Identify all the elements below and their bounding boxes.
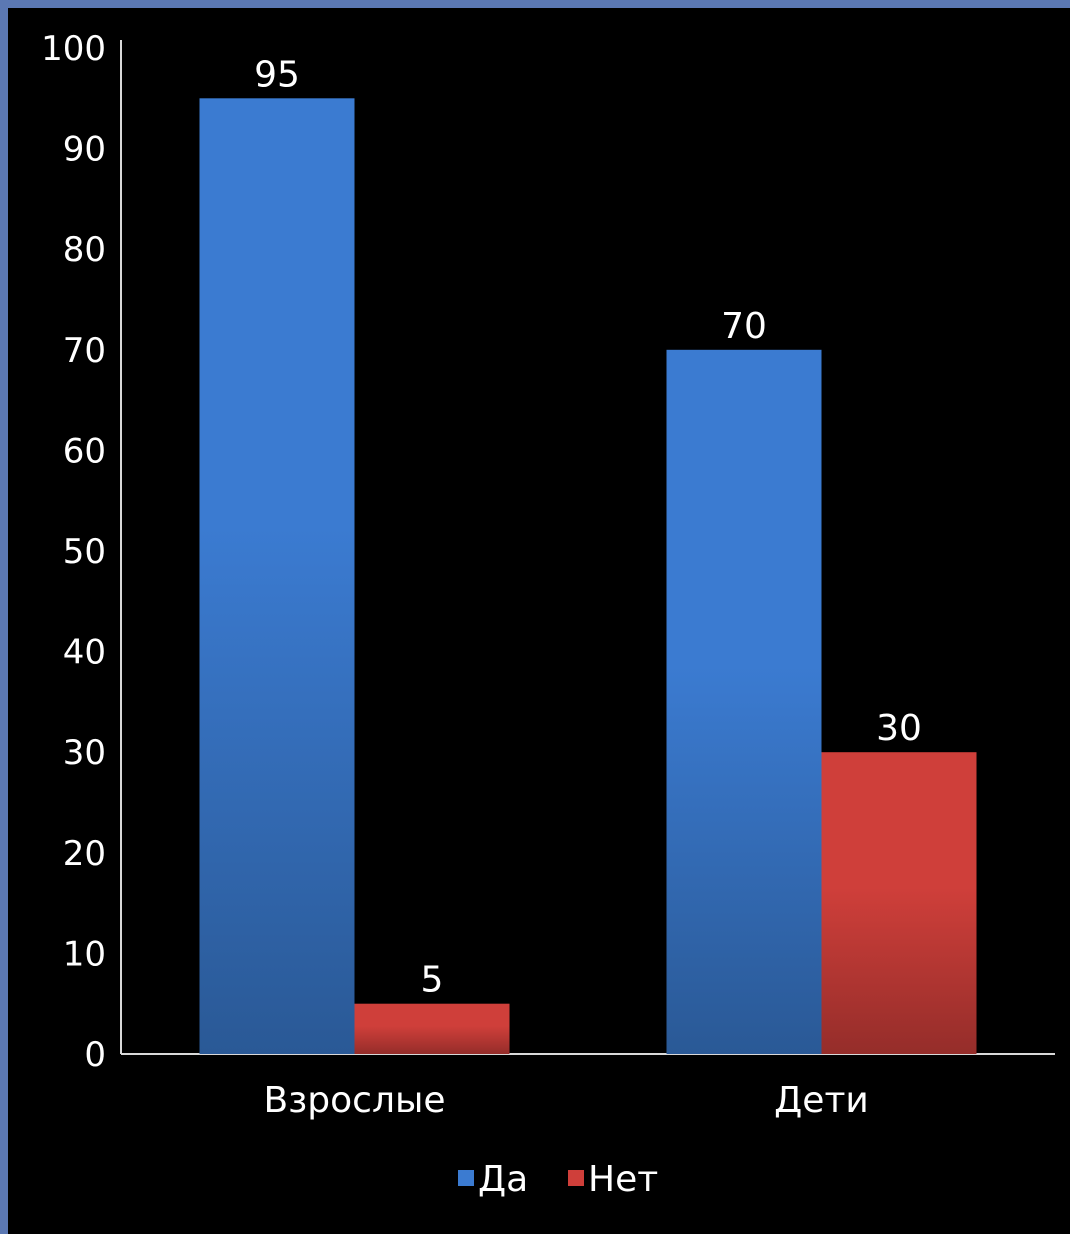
- bar-net-1: [821, 752, 977, 1054]
- bar-net-0: [354, 1003, 510, 1054]
- axes: 0 10 20 30 40 50 60 70 80 90 100 Взрослые Дети: [41, 29, 1055, 1121]
- legend: Да Нет: [458, 1159, 658, 1200]
- data-labels: 95 5 70 30: [254, 54, 922, 1000]
- data-label: 70: [721, 306, 767, 347]
- bar-da-0: [199, 98, 355, 1055]
- x-category-label: Дети: [774, 1080, 869, 1121]
- legend-swatch: [458, 1170, 474, 1186]
- legend-label: Нет: [588, 1159, 658, 1200]
- bar-da-1: [666, 349, 822, 1054]
- y-tick-label: 60: [63, 431, 106, 471]
- data-label: 95: [254, 54, 300, 95]
- bars: [199, 98, 977, 1055]
- y-tick-label: 30: [63, 733, 106, 773]
- y-tick-label: 0: [84, 1035, 106, 1075]
- data-label: 5: [421, 960, 444, 1001]
- y-tick-label: 40: [63, 633, 106, 673]
- y-tick-label: 10: [63, 934, 106, 974]
- chart-frame: 0 10 20 30 40 50 60 70 80 90 100 Взрослые Дети 95 5 70…: [8, 8, 1070, 1234]
- y-tick-label: 70: [63, 331, 106, 371]
- y-tick-label: 50: [63, 532, 106, 572]
- x-category-label: Взрослые: [263, 1080, 445, 1121]
- y-tick-label: 100: [41, 29, 106, 69]
- data-label: 30: [876, 708, 922, 749]
- legend-label: Да: [478, 1159, 528, 1200]
- bar-chart: 0 10 20 30 40 50 60 70 80 90 100 Взрослые Дети 95 5 70…: [41, 29, 1055, 1200]
- y-tick-label: 80: [63, 230, 106, 270]
- legend-swatch: [568, 1170, 584, 1186]
- y-tick-label: 20: [63, 834, 106, 874]
- y-tick-label: 90: [63, 130, 106, 170]
